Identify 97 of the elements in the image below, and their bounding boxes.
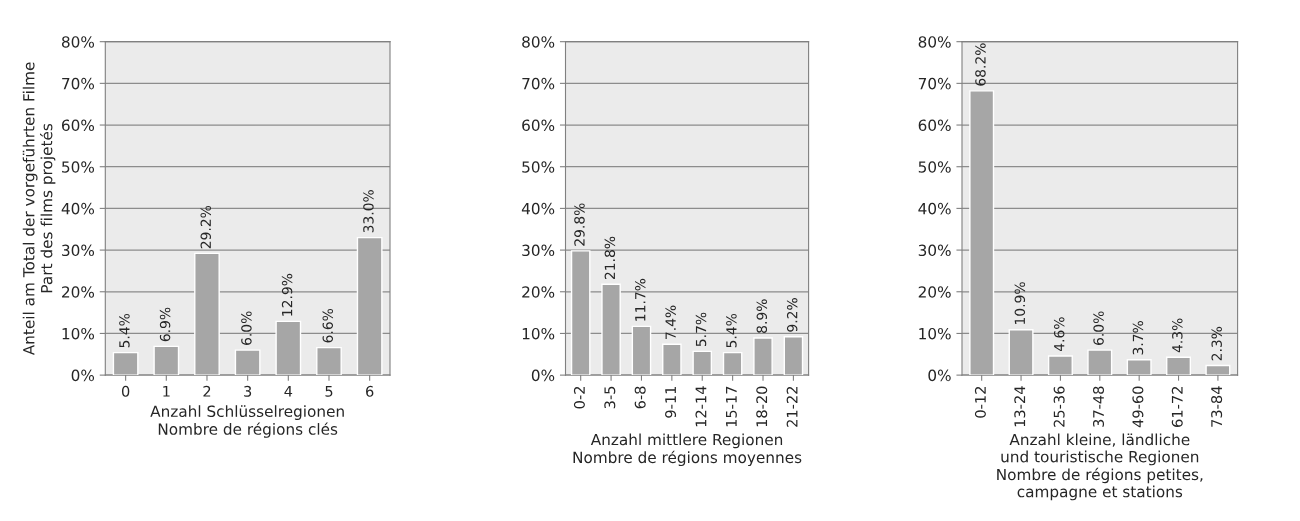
y-tick-label: 0% (928, 369, 951, 382)
bar (153, 345, 180, 376)
y-tick-label: 70% (522, 77, 555, 90)
data-label: 3.7% (1132, 321, 1144, 355)
x-tick-label: 0-2 (573, 387, 585, 409)
data-label: 4.3% (1172, 318, 1183, 353)
data-label: 11.7% (634, 278, 646, 321)
bar (1008, 328, 1034, 376)
bar (601, 283, 621, 376)
bar (234, 349, 261, 376)
data-label: 29.2% (200, 205, 212, 249)
data-label: 5.7% (695, 312, 707, 347)
y-tick-label: 40% (918, 202, 951, 215)
bar (316, 346, 342, 376)
y-tick-label: 80% (918, 36, 951, 48)
x-tick-label: 9-11 (665, 386, 677, 418)
bar (753, 337, 773, 376)
x-tick-label: 21-22 (786, 387, 798, 427)
y-tick-label: 50% (62, 161, 95, 173)
data-label: 68.2% (975, 43, 986, 86)
y-tick-label: 10% (62, 327, 95, 340)
data-label: 4.6% (1053, 317, 1065, 352)
x-tick-label: 61-72 (1171, 387, 1183, 427)
y-tick-label: 20% (62, 286, 95, 298)
x-tick-label: 25-36 (1053, 386, 1065, 427)
data-label: 9.2% (786, 298, 798, 332)
y-tick-label: 60% (61, 119, 95, 132)
bar (1126, 359, 1152, 376)
x-tick-label: 0 (121, 385, 130, 397)
y-tick-label: 50% (918, 161, 951, 173)
y-tick-label: 70% (918, 77, 951, 90)
y-axis-title: Anteil am Total der vorgeführten Filme Part des films projetés (22, 62, 56, 356)
x-tick-label: 18-20 (756, 386, 768, 427)
bar (722, 351, 743, 376)
data-label: 5.4% (119, 313, 130, 348)
y-tick-label: 50% (522, 161, 555, 173)
data-label: 6.0% (1093, 311, 1104, 345)
x-tick-label: 37-48 (1093, 386, 1105, 427)
y-tick-label: 60% (522, 119, 555, 132)
y-tick-label: 30% (62, 244, 95, 257)
x-tick-label: 5 (325, 385, 333, 397)
x-tick-label: 3-5 (604, 386, 616, 409)
data-label: 33.0% (363, 190, 374, 233)
bar (631, 325, 652, 376)
data-label: 21.8% (604, 236, 616, 280)
x-tick-label: 0-12 (974, 387, 986, 418)
bar (969, 90, 995, 376)
x-tick-label: 6 (366, 385, 374, 397)
bar (356, 236, 383, 376)
data-label: 12.9% (281, 273, 293, 316)
data-label: 29.8% (574, 203, 585, 246)
y-tick-label: 70% (62, 77, 95, 90)
bar (112, 351, 139, 376)
x-tick-label: 49-60 (1132, 386, 1144, 428)
x-tick-label: 15-17 (726, 386, 737, 427)
x-tick-label: 12-14 (695, 386, 707, 427)
y-tick-label: 20% (522, 286, 555, 298)
data-label: 6.6% (322, 308, 334, 343)
y-tick-label: 20% (918, 286, 951, 298)
bar (570, 250, 591, 376)
y-tick-label: 40% (61, 202, 95, 215)
x-tick-label: 6-8 (634, 386, 646, 409)
bar (662, 343, 682, 376)
x-tick-label: 4 (284, 385, 293, 397)
y-tick-label: 0% (531, 369, 555, 382)
bar (783, 336, 804, 376)
x-axis-title: Anzahl Schlüsselregionen Nombre de régions clés (150, 405, 344, 438)
x-axis-title: Anzahl kleine, ländliche und touristische Regionen Nombre de régions petites, campagne et stations (997, 433, 1203, 501)
y-tick-label: 40% (521, 202, 555, 215)
y-tick-label: 10% (919, 327, 951, 340)
bar (194, 252, 220, 376)
data-label: 6.0% (241, 311, 252, 345)
x-tick-label: 13-24 (1014, 386, 1026, 427)
x-tick-label: 3 (244, 385, 252, 397)
data-label: 7.4% (665, 305, 676, 339)
bar (1087, 349, 1113, 376)
x-tick-label: 1 (163, 385, 170, 397)
data-label: 8.9% (756, 299, 768, 333)
y-tick-label: 30% (918, 244, 951, 257)
x-tick-label: 73-84 (1211, 386, 1223, 427)
bar (692, 350, 713, 376)
x-axis-title: Anzahl mittlere Regionen Nombre de régions moyennes (573, 433, 802, 467)
bar (275, 320, 302, 376)
data-label: 5.4% (726, 313, 737, 348)
y-tick-label: 80% (522, 36, 555, 48)
data-label: 10.9% (1014, 282, 1026, 324)
y-tick-label: 30% (522, 244, 555, 257)
bar (1166, 356, 1192, 376)
data-label: 6.9% (159, 307, 171, 342)
y-tick-label: 80% (61, 36, 95, 48)
x-tick-label: 2 (203, 385, 211, 397)
y-tick-label: 0% (71, 369, 95, 382)
data-label: 2.3% (1211, 326, 1222, 361)
y-tick-label: 60% (918, 119, 951, 132)
bar (1047, 355, 1073, 376)
y-tick-label: 10% (522, 327, 555, 340)
bar (1205, 364, 1231, 376)
